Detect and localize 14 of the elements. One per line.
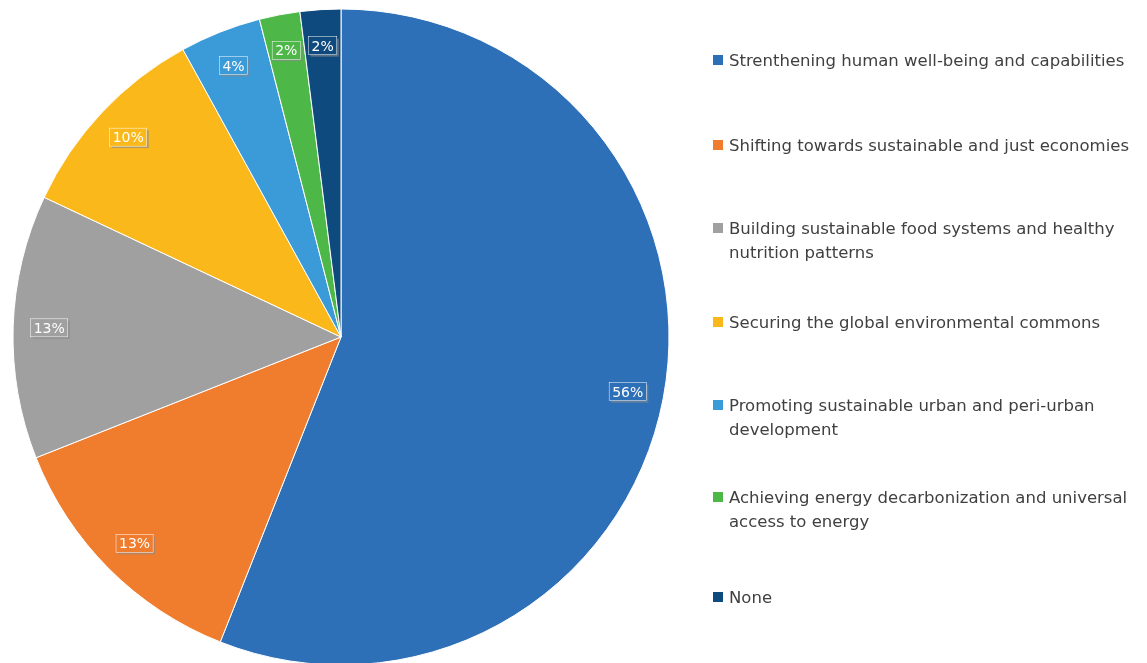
data-label: 13% [33,319,65,336]
data-label: 10% [112,129,144,146]
legend-label: Achieving energy decarbonization and universal access to energy [729,487,1128,531]
legend-label: Shifting towards sustainable and just economies [729,135,1129,155]
data-label: 2% [311,37,334,54]
legend-label: Building sustainable food systems and healthy nutrition patterns [729,218,1115,262]
data-label: 4% [222,57,245,74]
legend-label: None [729,587,773,607]
legend-label: Securing the global environmental commons [729,312,1101,332]
data-label: 56% [612,383,644,400]
data-label: 2% [275,42,298,59]
data-label: 13% [119,535,151,552]
legend-label: Promoting sustainable urban and peri-urban development [729,395,1095,439]
legend-label: Strenthening human well-being and capabilities [729,50,1125,70]
